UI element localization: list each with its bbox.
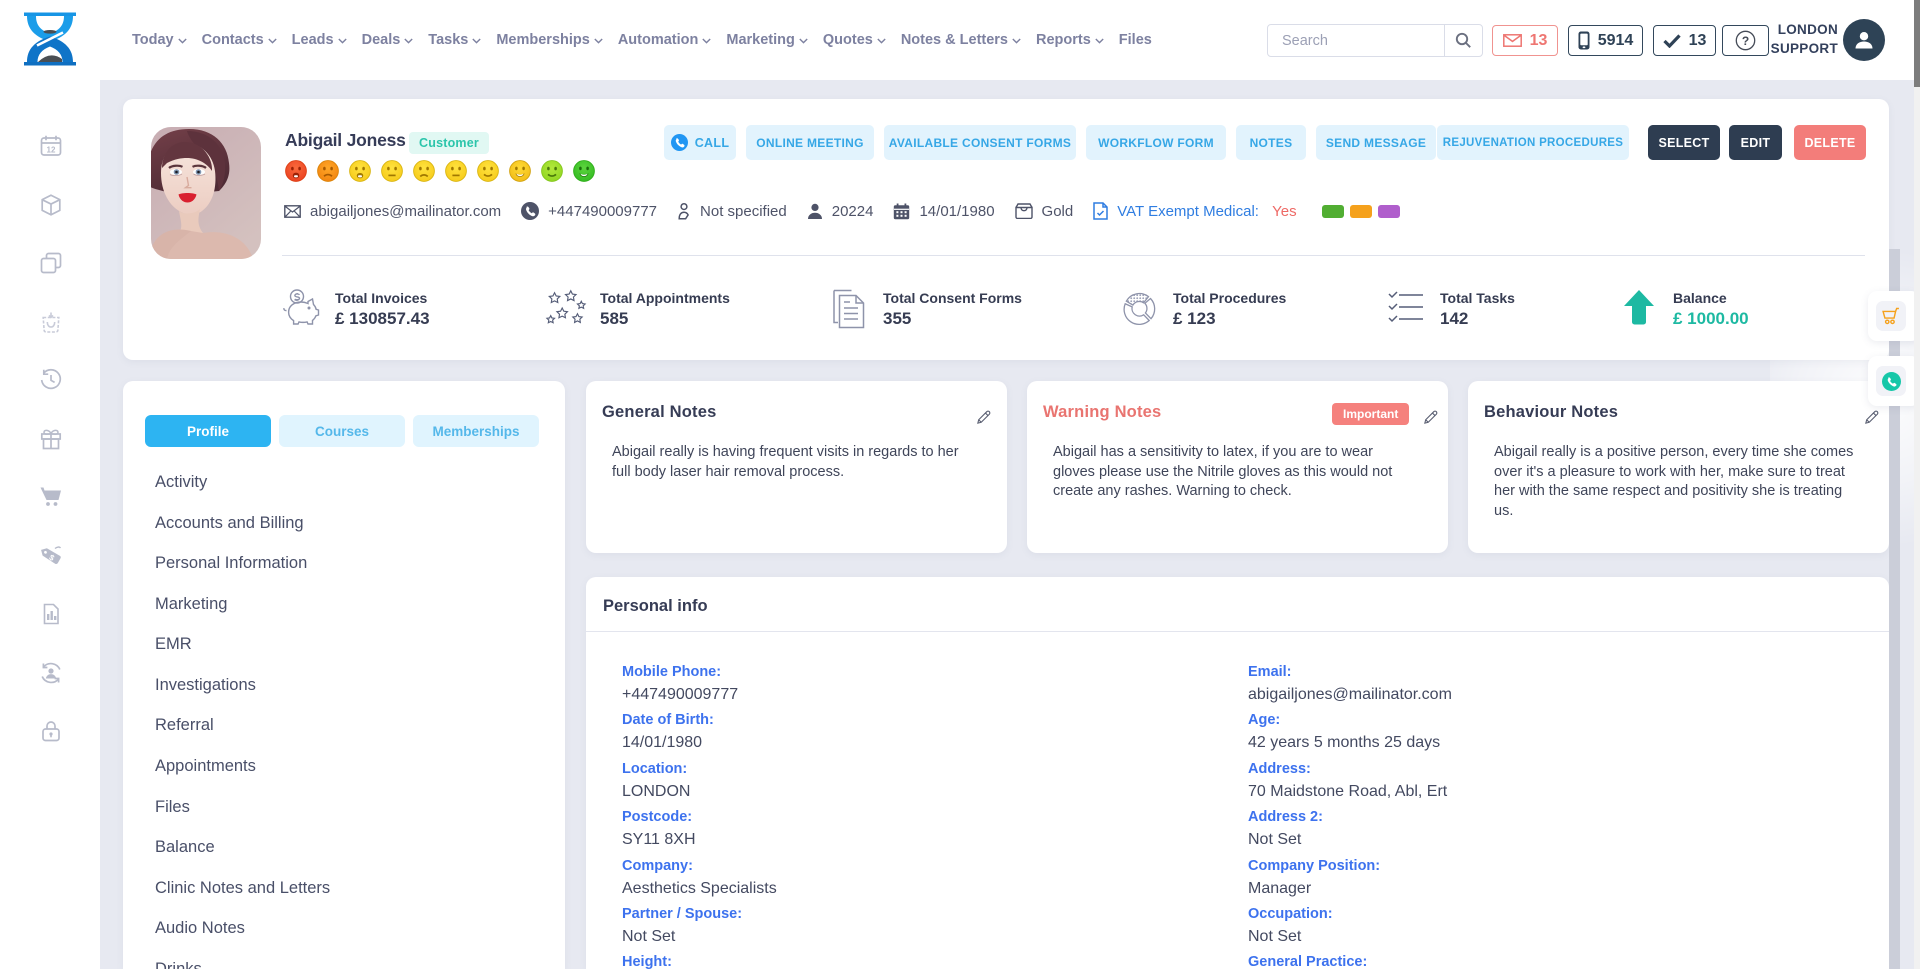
svg-text:?: ? <box>1742 34 1749 48</box>
svg-text:$: $ <box>48 553 57 563</box>
svg-text:12: 12 <box>47 146 56 155</box>
